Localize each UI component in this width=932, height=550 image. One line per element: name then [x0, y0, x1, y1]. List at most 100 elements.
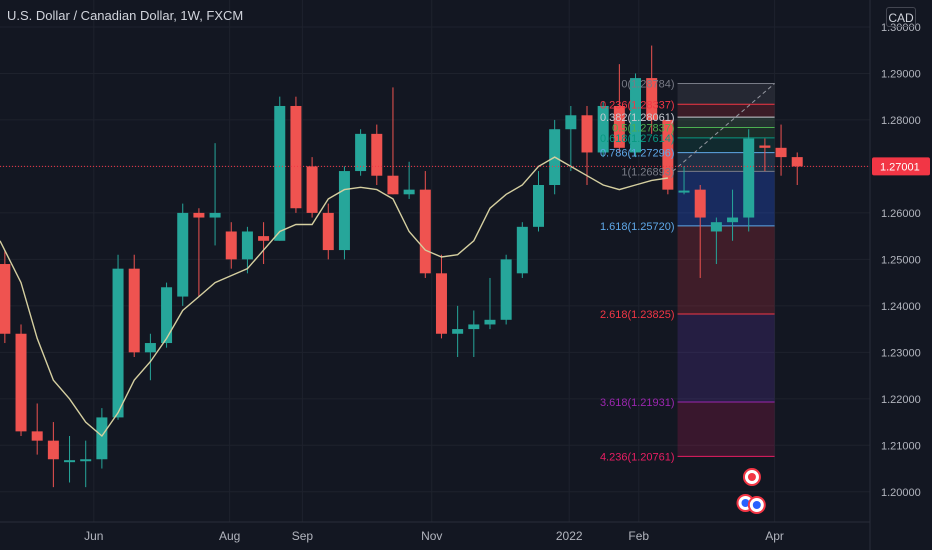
- candle-body: [47, 440, 59, 460]
- candle-body: [64, 460, 76, 463]
- candle: [225, 222, 237, 269]
- price-scale-background: [870, 0, 932, 550]
- candle: [484, 277, 496, 330]
- fib-level-label: 0.236(1.28337): [600, 99, 675, 111]
- candle: [419, 171, 431, 278]
- fib-trend-line: [672, 83, 775, 172]
- candle: [775, 124, 787, 176]
- candle-body: [0, 264, 11, 334]
- candle: [47, 422, 59, 488]
- candle-body: [516, 226, 528, 274]
- y-tick-label: 1.22000: [881, 394, 921, 406]
- candle: [791, 152, 803, 186]
- y-tick-label: 1.25000: [881, 254, 921, 266]
- candle: [532, 171, 544, 232]
- fib-level-label: 0.382(1.28061): [600, 112, 675, 124]
- candle: [338, 166, 350, 260]
- candle: [710, 217, 722, 265]
- candle-body: [241, 231, 253, 260]
- fib-zone: [677, 225, 775, 314]
- fib-zone: [677, 152, 775, 172]
- fib-zone: [677, 137, 775, 153]
- candle: [500, 254, 512, 325]
- candle-body: [775, 147, 787, 158]
- candle: [322, 203, 334, 260]
- candle: [241, 226, 253, 274]
- y-tick-label: 1.21000: [881, 440, 921, 452]
- candle: [177, 203, 189, 306]
- y-tick-label: 1.29000: [881, 68, 921, 80]
- fib-level-label: 2.618(1.23825): [600, 309, 675, 321]
- fib-zone: [677, 127, 775, 138]
- candle-body: [694, 189, 706, 218]
- candle: [694, 185, 706, 278]
- last-price-label: 1.27001: [880, 161, 920, 173]
- candle: [743, 129, 755, 232]
- moving-average-line: [0, 156, 669, 438]
- candle-body: [532, 185, 544, 227]
- y-tick-label: 1.24000: [881, 301, 921, 313]
- fib-level-label: 1.618(1.25720): [600, 221, 675, 233]
- candle: [597, 101, 609, 158]
- fib-level-label: 3.618(1.21931): [600, 397, 675, 409]
- candle-body: [500, 259, 512, 320]
- candle-body: [452, 329, 464, 334]
- candle-body: [678, 190, 690, 193]
- candle: [15, 324, 27, 437]
- candle-body: [193, 212, 205, 218]
- candle: [258, 222, 270, 265]
- candle: [662, 119, 674, 195]
- fib-level-label: 4.236(1.20761): [600, 451, 675, 463]
- candle-body: [759, 145, 771, 148]
- candle-body: [403, 189, 415, 195]
- candle: [96, 408, 108, 469]
- candle-body: [225, 231, 237, 260]
- candle: [630, 73, 642, 158]
- candle: [516, 222, 528, 278]
- candle-body: [581, 115, 593, 153]
- candle: [678, 166, 690, 195]
- candle: [646, 45, 658, 134]
- candle: [727, 189, 739, 241]
- candle-body: [290, 105, 302, 209]
- candle: [64, 436, 76, 483]
- candle-body: [177, 212, 189, 297]
- candle: [613, 64, 625, 153]
- fib-zone: [677, 171, 775, 226]
- candle-body: [258, 236, 270, 241]
- fib-zone: [677, 402, 775, 457]
- candle-body: [161, 287, 173, 344]
- x-tick-label: Nov: [421, 529, 442, 543]
- candle: [112, 254, 124, 420]
- candle-body: [322, 212, 334, 251]
- candle-body: [15, 333, 27, 432]
- x-tick-label: Feb: [628, 529, 649, 543]
- candle: [355, 129, 367, 176]
- y-tick-label: 1.26000: [881, 208, 921, 220]
- x-tick-label: Apr: [765, 529, 784, 543]
- last-price-badge: [872, 157, 930, 176]
- y-tick-label: 1.30000: [881, 22, 921, 34]
- event-icon-dot: [741, 499, 750, 507]
- event-icon-dot: [747, 473, 756, 481]
- candle: [209, 143, 221, 246]
- candle: [80, 440, 92, 488]
- candle-body: [31, 431, 43, 441]
- candle-body: [96, 417, 108, 460]
- candle: [193, 208, 205, 297]
- candle-body: [743, 138, 755, 218]
- fib-level-label: 0.618(1.27614): [600, 133, 675, 145]
- candle-body: [355, 133, 367, 172]
- candle-body: [565, 115, 577, 130]
- candle: [403, 161, 415, 199]
- currency-badge[interactable]: CAD: [886, 7, 916, 27]
- fib-level-label: 0.786(1.27296): [600, 148, 675, 160]
- candle: [144, 333, 156, 381]
- candle-body: [662, 119, 674, 190]
- candle: [0, 250, 11, 344]
- x-tick-label: Sep: [292, 529, 314, 543]
- candle: [290, 96, 302, 213]
- candle-body: [80, 459, 92, 462]
- fib-level-label: 0(1.28784): [621, 78, 674, 90]
